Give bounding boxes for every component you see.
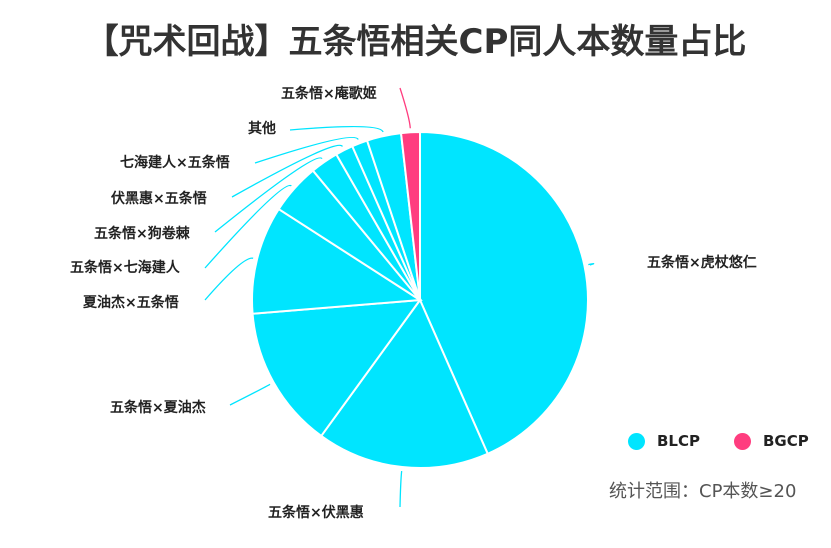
slice-label: 其他 xyxy=(248,120,276,137)
legend-dot-icon xyxy=(628,432,645,450)
legend: BLCP BGCP xyxy=(628,432,809,450)
leader-line xyxy=(254,136,359,164)
leader-line xyxy=(231,144,343,198)
legend-dot-icon xyxy=(734,432,751,450)
pie-slice[interactable] xyxy=(251,298,423,438)
legend-item-blcp[interactable]: BLCP xyxy=(628,432,700,450)
leader-line xyxy=(399,87,411,129)
slice-label: 五条悟×虎杖悠仁 xyxy=(647,254,757,271)
pie-slice[interactable] xyxy=(399,130,421,301)
leader-line xyxy=(214,157,323,233)
slice-label: 七海建人×五条悟 xyxy=(120,154,230,171)
leader-line xyxy=(588,263,595,266)
slice-label: 五条悟×七海建人 xyxy=(70,259,181,276)
scope-note: 统计范围：CP本数≥20 xyxy=(609,481,797,502)
slice-label: 伏黑惠×五条悟 xyxy=(111,190,207,207)
pie-slice[interactable] xyxy=(251,207,424,315)
leader-line xyxy=(204,257,254,301)
leader-line xyxy=(399,470,403,508)
slice-label: 五条悟×狗卷棘 xyxy=(94,225,191,242)
slice-label: 五条悟×伏黑惠 xyxy=(268,504,364,521)
leader-line xyxy=(204,184,292,269)
pie-slice[interactable] xyxy=(419,130,589,456)
leader-line xyxy=(229,383,271,406)
pie-slice[interactable] xyxy=(319,298,490,469)
leader-line xyxy=(289,125,384,133)
chart-title: 【咒术回战】五条悟相关CP同人本数量占比 xyxy=(84,22,747,62)
slice-label: 五条悟×夏油杰 xyxy=(110,399,206,416)
slice-label: 五条悟×庵歌姬 xyxy=(281,85,377,102)
legend-item-bgcp[interactable]: BGCP xyxy=(734,432,809,450)
slice-label: 夏油杰×五条悟 xyxy=(83,294,179,311)
